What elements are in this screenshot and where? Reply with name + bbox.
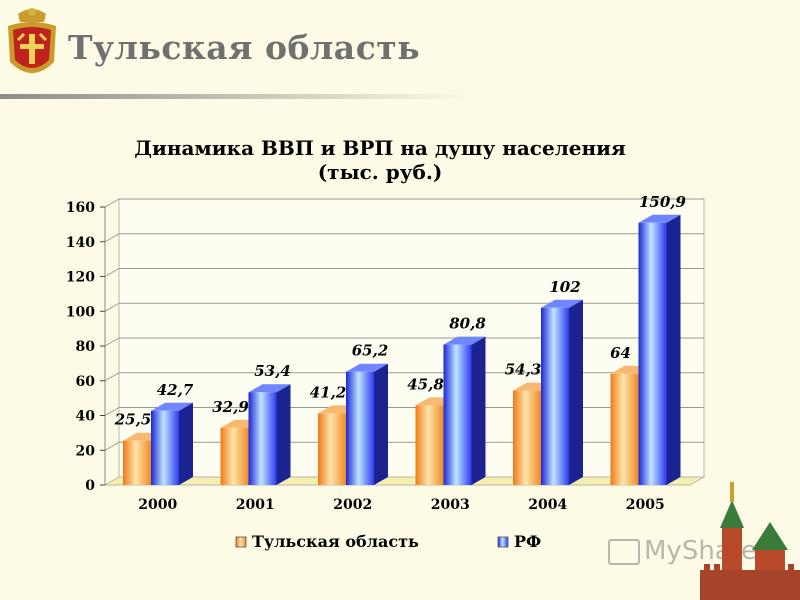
chart-bars [123,214,681,485]
myshared-logo-icon [608,538,640,565]
data-label: 150,9 [639,193,687,211]
bar-region [610,373,639,485]
y-tick-label: 160 [66,200,95,216]
x-tick-label: 2002 [333,497,372,513]
chart-subtitle: (тыс. руб.) [317,160,443,184]
gridline-diagonal [104,268,120,277]
y-tick-label: 120 [66,270,95,286]
bar-region [123,440,151,485]
y-tick-label: 0 [85,478,95,494]
gridline-diagonal [104,441,120,451]
bar-top [346,363,388,372]
bar-side [276,384,291,485]
gridline-diagonal [104,233,120,243]
bar-top [638,214,681,223]
gridline-diagonal [104,302,120,312]
y-tick-label: 80 [76,339,96,355]
data-label: 45,8 [407,375,444,393]
data-label: 32,9 [212,398,249,416]
bar-top [248,384,291,393]
legend-label: РФ [514,532,541,551]
gridline-diagonal [104,407,120,416]
data-label: 42,7 [157,381,194,399]
bar-russia [151,410,179,485]
bar-region [220,427,249,485]
bar-region [415,405,444,485]
watermark-text: MyShared [644,536,774,566]
chart-title: Динамика ВВП и ВРП на душу населения [134,136,626,160]
bar-side [179,402,193,485]
bar-top [541,299,583,308]
data-label: 65,2 [352,342,389,360]
data-label: 25,5 [114,411,152,429]
bar-russia [248,392,277,485]
data-label: 53,4 [254,362,291,380]
gridline-diagonal [104,337,120,347]
bar-russia [541,307,569,485]
y-tick-label: 100 [66,304,95,320]
bar-side [666,214,681,485]
data-label: 102 [549,278,580,296]
data-label: 41,2 [310,383,347,401]
legend-swatch-region [235,536,247,548]
y-tick-label: 140 [66,235,95,251]
x-tick-label: 2005 [626,497,665,513]
bar-top [443,336,486,345]
x-tick-label: 2003 [431,497,470,513]
bar-top [151,402,193,411]
kremlin-tower-icon [700,482,800,600]
bar-region [318,413,346,485]
x-tick-label: 2004 [528,497,567,513]
x-tick-label: 2000 [138,497,177,513]
bar-russia [443,344,472,485]
data-label: 80,8 [449,315,486,333]
bar-side [471,336,486,485]
data-label: 54,3 [505,361,542,379]
bar-region [513,390,541,485]
slide-header: Тульская область [0,0,800,100]
chart-legend: Тульская область РФ [235,532,541,551]
chart-labels: 0 20 40 60 80 100 120 140 160 25,5 42,7 2000 32,9 53,… [66,193,687,513]
y-tick-label: 40 [76,409,96,425]
bar-russia [346,371,374,485]
y-tick-label: 20 [76,443,96,459]
legend-swatch-russia [497,536,509,548]
page-title: Тульская область [68,28,421,67]
bar-russia [638,222,667,485]
x-tick-label: 2001 [236,497,275,513]
gridline-diagonal [104,372,120,382]
y-tick-label: 60 [76,374,96,390]
gridline-diagonal [104,198,120,208]
tula-coat-of-arms-icon [8,8,56,73]
bar-side [374,363,388,485]
legend-label: Тульская область [252,532,419,551]
header-divider [0,94,470,99]
bar-side [569,299,583,485]
watermark: MyShared [608,536,773,566]
data-label: 64 [610,344,631,362]
